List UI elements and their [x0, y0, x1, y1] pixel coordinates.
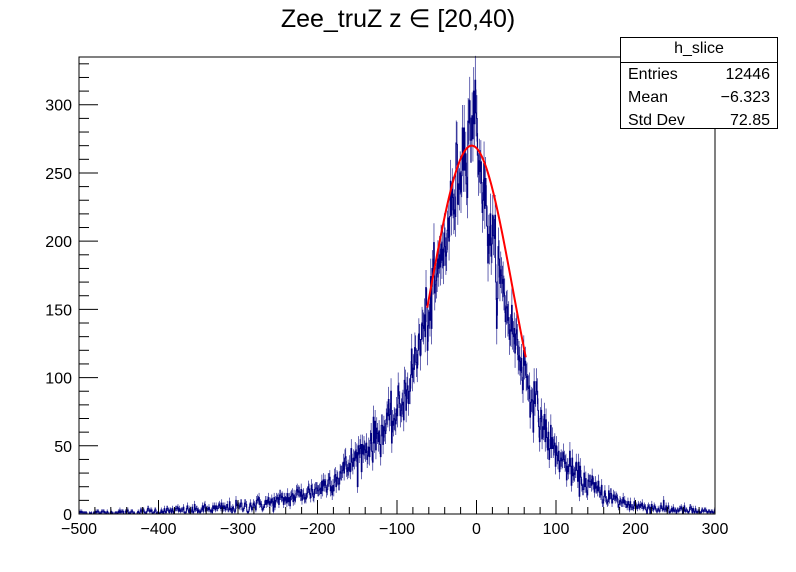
fit-layer — [426, 144, 527, 358]
y-tick-label: 0 — [63, 507, 72, 524]
y-tick-label: 250 — [45, 166, 72, 183]
x-tick-label: −100 — [379, 521, 415, 538]
stats-value: −6.323 — [720, 89, 770, 106]
x-tick-label: −500 — [61, 521, 97, 538]
stats-row-mean: Mean −6.323 — [621, 86, 777, 109]
y-tick-label: 300 — [45, 98, 72, 115]
x-tick-label: −400 — [140, 521, 176, 538]
x-tick-label: 200 — [622, 521, 649, 538]
y-tick-label: 100 — [45, 371, 72, 388]
chart-title: Zee_truZ z ∈ [20,40) — [280, 5, 516, 33]
stats-value: 72.85 — [729, 112, 770, 129]
stats-row-stddev: Std Dev 72.85 — [621, 109, 777, 132]
y-tick-label: 200 — [45, 234, 72, 251]
x-tick-label: −200 — [299, 521, 335, 538]
axis-layer: −500 −400 −300 −200 −100 0 100 200 300 0 50 100 150 2… — [45, 63, 729, 538]
x-tick-label: 300 — [702, 521, 729, 538]
y-tick-label: 150 — [45, 302, 72, 319]
stats-label: Entries — [628, 66, 678, 83]
y-tick-label: 50 — [54, 439, 72, 456]
fit-curve — [426, 144, 527, 358]
stats-box: h_slice Entries 12446 Mean −6.323 Std De… — [620, 37, 778, 129]
stats-label: Std Dev — [628, 112, 685, 129]
x-tick-label: 0 — [472, 521, 481, 538]
stats-value: 12446 — [725, 66, 771, 83]
x-tick-label: −300 — [220, 521, 256, 538]
stats-label: Mean — [628, 89, 669, 106]
stats-row-entries: Entries 12446 — [621, 63, 777, 86]
histogram-line — [78, 79, 715, 515]
x-tick-label: 100 — [543, 521, 570, 538]
stats-title: h_slice — [621, 38, 777, 63]
